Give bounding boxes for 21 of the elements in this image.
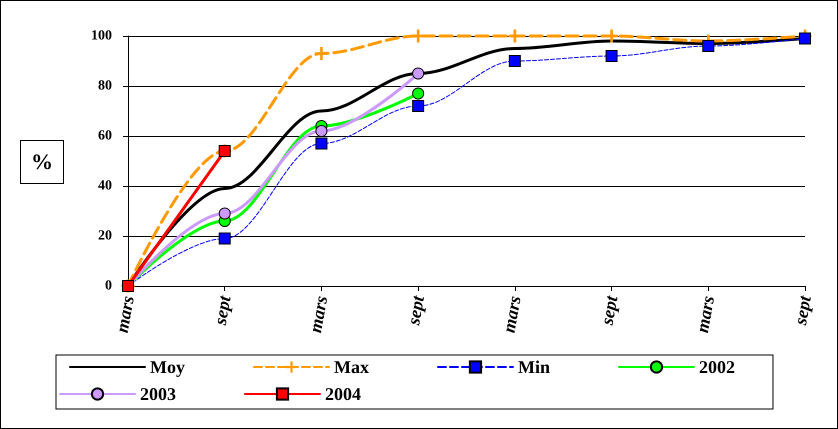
x-tick-label: mars [692,294,718,334]
x-tick-label: sept [790,293,816,328]
x-tick-label: mars [112,294,138,334]
y-tick-label: 80 [98,78,112,94]
legend-label: 2004 [325,384,361,404]
x-tick-label: sept [210,293,235,328]
legend-label: Min [518,357,550,377]
x-tick-label: mars [498,294,525,334]
x-tick-label: sept [596,293,622,328]
legend-label: Max [334,357,369,377]
y-axis-title: % [20,140,64,184]
y-tick-label: 0 [105,278,112,294]
x-tick-label: sept [403,293,428,328]
y-tick-label: 20 [98,228,112,244]
y-tick-label: 40 [98,178,112,194]
y-tick-label: 100 [91,28,112,44]
legend-label: 2003 [140,384,176,404]
y-tick-label: 60 [98,128,112,144]
x-tick-label: mars [305,294,332,334]
legend-label: 2002 [698,357,735,377]
legend-label: Moy [150,357,185,377]
